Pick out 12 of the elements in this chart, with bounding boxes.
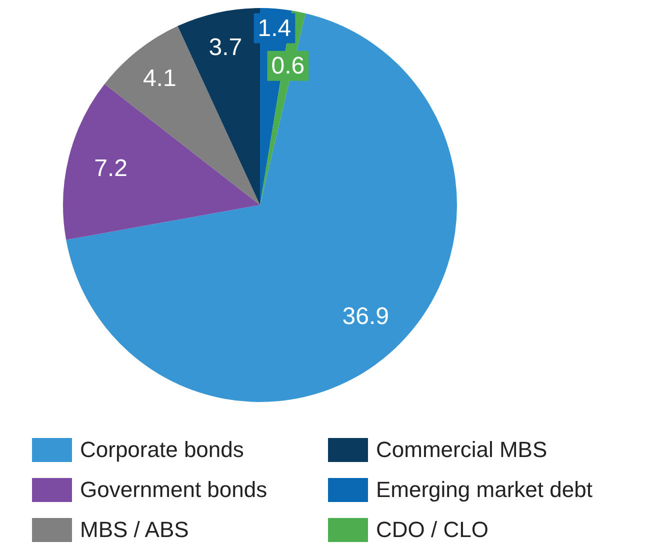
legend-label: Government bonds	[80, 477, 268, 503]
data-label: 1.4	[258, 14, 292, 42]
data-label: 4.1	[142, 65, 176, 92]
data-label: 7.2	[94, 154, 128, 182]
legend-label: Corporate bonds	[80, 437, 244, 463]
data-label: 36.9	[342, 303, 389, 330]
legend-label: MBS / ABS	[80, 517, 189, 543]
legend-label: CDO / CLO	[376, 517, 488, 543]
data-label: 3.7	[208, 34, 242, 61]
legend-label: Emerging market debt	[376, 477, 592, 503]
data-label: 0.6	[271, 52, 305, 80]
legend-label: Commercial MBS	[376, 437, 548, 463]
